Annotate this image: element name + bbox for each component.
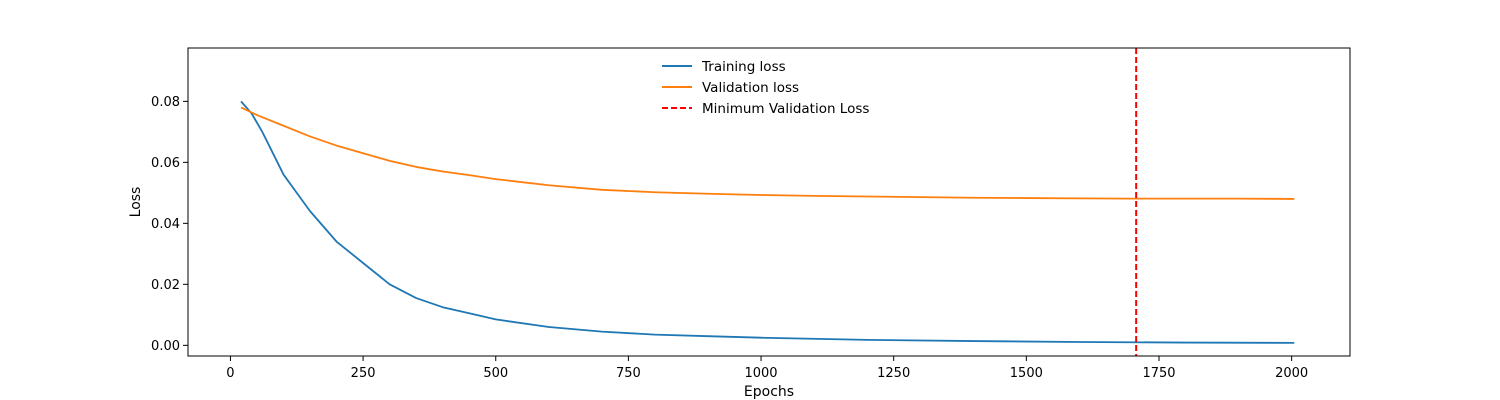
x-tick-label: 1500 bbox=[1010, 366, 1043, 381]
legend: Training loss Validation loss Minimum Va… bbox=[662, 59, 869, 117]
series-layer bbox=[240, 48, 1295, 356]
x-tick-label: 1000 bbox=[744, 366, 777, 381]
y-ticks: 0.00 0.02 0.04 0.06 0.08 bbox=[151, 95, 188, 354]
y-tick-label: 0.06 bbox=[151, 156, 180, 171]
x-tick-label: 0 bbox=[226, 366, 234, 381]
x-tick-label: 1750 bbox=[1142, 366, 1175, 381]
legend-label-validation: Validation loss bbox=[702, 80, 799, 96]
plot-frame bbox=[187, 47, 1351, 357]
x-tick-label: 750 bbox=[616, 366, 641, 381]
x-tick-label: 2000 bbox=[1275, 366, 1308, 381]
legend-label-minimum: Minimum Validation Loss bbox=[702, 101, 869, 117]
legend-label-training: Training loss bbox=[701, 59, 786, 75]
validation-loss-line bbox=[240, 106, 1295, 200]
x-tick-label: 1250 bbox=[877, 366, 910, 381]
plot-background bbox=[188, 48, 1350, 356]
y-axis-label: Loss bbox=[128, 187, 144, 218]
y-tick-label: 0.00 bbox=[151, 339, 180, 354]
y-tick-label: 0.08 bbox=[151, 95, 180, 110]
y-tick-label: 0.04 bbox=[151, 217, 180, 232]
y-tick-label: 0.02 bbox=[151, 278, 180, 293]
x-ticks: 0 250 500 750 1000 1250 1500 1750 2000 bbox=[226, 356, 1308, 381]
x-tick-label: 250 bbox=[351, 366, 376, 381]
training-loss-line bbox=[240, 100, 1295, 344]
x-axis-label: Epochs bbox=[744, 384, 794, 400]
x-tick-label: 500 bbox=[483, 366, 508, 381]
